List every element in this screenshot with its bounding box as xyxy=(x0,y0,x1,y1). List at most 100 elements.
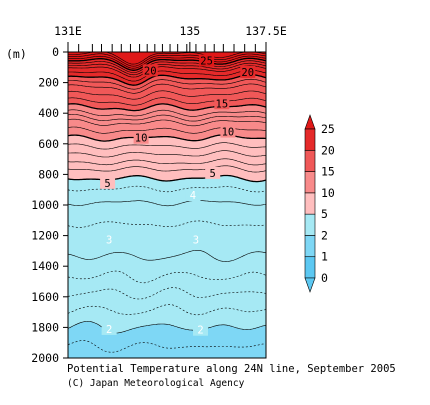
contour-label: 25 xyxy=(199,54,215,67)
isotherm-28 xyxy=(68,52,266,65)
isotherm-26 xyxy=(68,55,266,69)
y-tick-label: 1400 xyxy=(31,259,59,273)
contour-label-text: 5 xyxy=(104,178,110,190)
isotherm-2 xyxy=(68,321,266,334)
x-tick-label: 135 xyxy=(179,24,200,38)
y-tick-label: 1200 xyxy=(31,229,59,243)
isotherm-1.75 xyxy=(68,340,266,353)
isotherm-2.25 xyxy=(68,304,266,316)
isotherm-18 xyxy=(68,83,266,94)
contour-label: 4 xyxy=(185,189,201,202)
colorbar-segment xyxy=(304,128,316,151)
colorbar-segment xyxy=(304,192,316,215)
colorbar-label: 10 xyxy=(321,186,335,200)
contour-label-bg xyxy=(101,322,117,335)
colorbar-label: 5 xyxy=(321,207,328,221)
isotherm-3.5 xyxy=(68,220,266,228)
isotherm-20 xyxy=(68,74,266,86)
y-tick-label: 200 xyxy=(38,76,59,90)
isotherm-13 xyxy=(68,114,266,122)
x-tick-label: 131E xyxy=(54,24,82,38)
colorbar-label: 25 xyxy=(321,122,335,136)
contour-lines xyxy=(68,52,266,353)
contour-label: 20 xyxy=(240,65,256,79)
contour-label: 2 xyxy=(193,323,209,337)
contour-label-bg xyxy=(185,189,201,202)
colorbar-label: 0 xyxy=(321,271,328,285)
contour-label: 15 xyxy=(214,97,230,110)
contour-label: 3 xyxy=(101,233,117,246)
contour-label-text: 20 xyxy=(144,65,157,77)
colorbar-label: 2 xyxy=(321,228,328,242)
contour-label-text: 3 xyxy=(193,234,199,246)
isotherm-17 xyxy=(68,90,266,100)
contour-label-text: 25 xyxy=(200,55,213,67)
isotherm-8 xyxy=(68,150,266,158)
contour-label-text: 2 xyxy=(197,325,203,337)
isotherm-4 xyxy=(68,200,266,207)
colorbar-over-triangle xyxy=(304,114,316,130)
contour-label-text: 2 xyxy=(106,324,112,336)
contour-label-text: 20 xyxy=(241,67,254,79)
x-axis: 131E 135 137.5E xyxy=(54,24,287,52)
colorbar-label: 15 xyxy=(321,165,335,179)
contour-label-text: 10 xyxy=(222,127,235,139)
isotherm-6 xyxy=(68,165,266,173)
isotherm-2.75 xyxy=(68,270,266,284)
isotherm-25 xyxy=(68,57,266,71)
isotherm-23 xyxy=(68,62,266,76)
contour-label-bg xyxy=(100,176,116,189)
y-tick-label: 1600 xyxy=(31,290,59,304)
y-tick-label: 0 xyxy=(52,45,59,59)
y-tick-label: 2000 xyxy=(31,351,59,365)
colorbar-under-triangle xyxy=(304,277,316,293)
contour-label-text: 15 xyxy=(216,98,229,110)
contour-labels: 25 20 20 15 10 10 5 5 4 3 3 2 2 xyxy=(100,54,256,337)
isotherm-14 xyxy=(68,109,266,117)
isotherm-3 xyxy=(68,250,266,262)
isotherm-12 xyxy=(68,118,266,127)
isotherm-7 xyxy=(68,158,266,166)
contour-label-bg xyxy=(188,233,204,246)
y-axis-label: (m) xyxy=(6,47,27,61)
y-axis: (m) 0 200 400 600 800 1000 1200 1400 1600 1800 2000 xyxy=(6,45,68,365)
contour-label-text: 10 xyxy=(135,133,148,145)
contour-label: 5 xyxy=(100,176,116,190)
contour-label-bg xyxy=(205,166,221,179)
contour-label: 10 xyxy=(133,131,149,145)
colorbar-segment xyxy=(304,149,316,172)
contour-label: 5 xyxy=(205,166,221,180)
x-tick-label: 137.5E xyxy=(245,24,287,38)
contour-label-text: 5 xyxy=(210,168,216,180)
y-tick-label: 600 xyxy=(38,137,59,151)
isotherm-19 xyxy=(68,78,266,90)
colorbar-segment xyxy=(304,213,316,236)
contour-label-bg xyxy=(142,64,158,77)
contour-label-bg xyxy=(199,54,215,67)
contour-label-bg xyxy=(220,125,236,138)
chart-title: Potential Temperature along 24N line, Se… xyxy=(67,363,396,375)
isotherm-2.5 xyxy=(68,287,266,300)
isotherm-4.5 xyxy=(68,185,266,193)
isotherm-15 xyxy=(68,103,266,112)
colorbar-label: 1 xyxy=(321,250,328,264)
colorbar-segment xyxy=(304,256,316,279)
credit-text: (C) Japan Meteorological Agency xyxy=(67,378,245,389)
contour-label-bg xyxy=(101,233,117,246)
contour-label: 3 xyxy=(188,233,204,246)
isotherm-22 xyxy=(68,65,266,78)
contour-label: 10 xyxy=(220,125,236,139)
isotherm-24 xyxy=(68,60,266,73)
y-tick-label: 1800 xyxy=(31,320,59,334)
contour-label-text: 3 xyxy=(106,234,112,246)
isotherm-27 xyxy=(68,53,266,67)
contour-label-bg xyxy=(240,65,256,78)
isotherm-9 xyxy=(68,142,266,150)
isotherm-21 xyxy=(68,69,266,82)
colorbar-segment xyxy=(304,171,316,194)
colorbar-label: 20 xyxy=(321,143,335,157)
contour-label-bg xyxy=(214,97,230,110)
y-tick-label: 1000 xyxy=(31,198,59,212)
